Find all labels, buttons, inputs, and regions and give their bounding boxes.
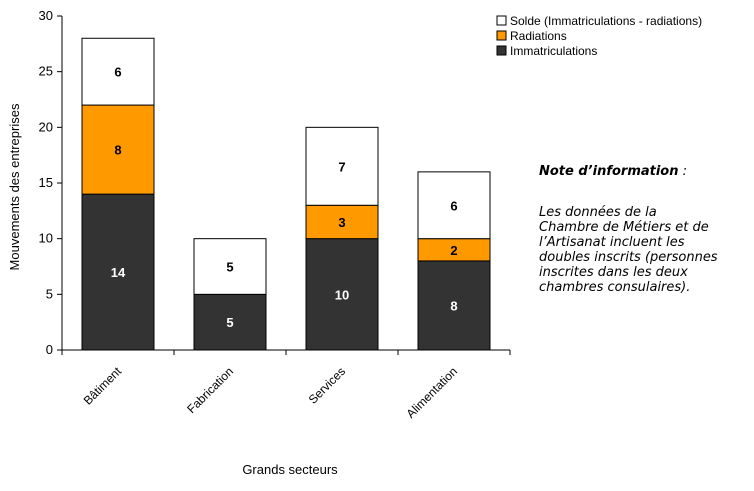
note-line: inscrites dans les deux (539, 265, 688, 280)
note-line: Les données de la (539, 205, 657, 220)
y-tick-label: 10 (39, 231, 53, 246)
x-tick-label: Bâtiment (81, 364, 125, 408)
data-label: 6 (114, 65, 121, 80)
x-axis: Bâtiment Fabrication Services Alimentation (61, 349, 511, 421)
data-label: 5 (226, 260, 233, 275)
x-tick-label: Fabrication (184, 364, 236, 416)
y-tick-label: 20 (39, 119, 53, 134)
x-tick-label: Alimentation (404, 364, 461, 421)
note-line: chambres consulaires). (539, 280, 691, 295)
data-label: 8 (114, 143, 121, 158)
y-tick-label: 5 (46, 286, 53, 301)
note-title: Note d’information : (539, 164, 754, 179)
legend-swatch (496, 30, 507, 41)
y-tick-label: 30 (39, 8, 53, 23)
y-axis-title: Mouvements des entreprises (7, 103, 22, 270)
note-line: Chambre de Métiers et de (539, 220, 709, 235)
bar-segment (417, 260, 491, 351)
data-label: 5 (226, 315, 233, 330)
y-tick-label: 0 (46, 342, 53, 357)
bar-segment (81, 193, 155, 351)
note-title-suffix: : (678, 164, 688, 179)
bar-segment (81, 104, 155, 195)
bar-segment (417, 171, 491, 240)
y-axis: 0 5 10 15 20 25 30 (39, 8, 63, 357)
note-body: Les données de la Chambre de Métiers et … (539, 205, 754, 295)
data-label: 6 (450, 198, 457, 213)
data-label: 3 (338, 215, 345, 230)
bar-segment (305, 204, 379, 240)
note-title-text: Note d’information (539, 164, 679, 179)
x-tick-label: Services (306, 364, 348, 406)
legend-swatch (496, 45, 507, 56)
data-label: 2 (450, 243, 457, 258)
legend-label: Immatriculations (510, 44, 597, 58)
y-tick-label: 15 (39, 175, 53, 190)
legend-label: Solde (Immatriculations - radiations) (510, 14, 702, 28)
data-label: 7 (338, 159, 345, 174)
info-note: Note d’information : Les données de la C… (539, 164, 754, 295)
bar-segment (305, 126, 379, 206)
bars: 14 8 6 5 5 10 3 7 8 2 6 (81, 37, 491, 351)
y-tick-label: 25 (39, 64, 53, 79)
note-line: l’Artisanat incluent les (539, 235, 685, 250)
data-label: 14 (111, 265, 126, 280)
note-line: doubles inscrits (personnes (539, 250, 718, 265)
bar-segment (81, 37, 155, 106)
legend-swatch (496, 15, 507, 26)
legend-label: Radiations (510, 29, 567, 43)
data-label: 8 (450, 298, 457, 313)
data-label: 10 (335, 287, 349, 302)
x-axis-title: Grands secteurs (242, 462, 338, 477)
bar-segment (305, 238, 379, 351)
bar-segment (193, 238, 267, 295)
legend: Solde (Immatriculations - radiations)Rad… (496, 14, 702, 58)
